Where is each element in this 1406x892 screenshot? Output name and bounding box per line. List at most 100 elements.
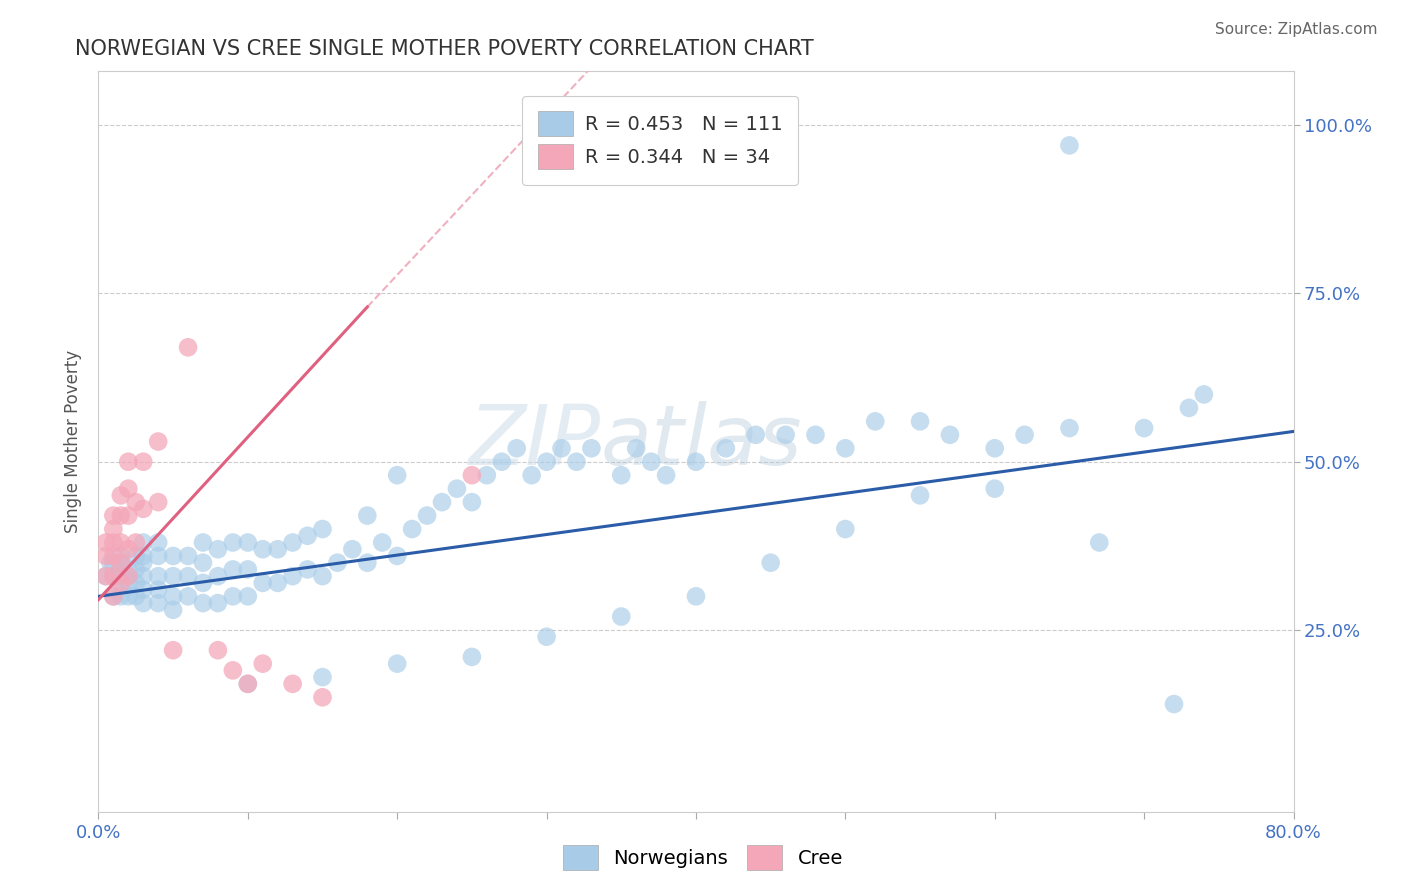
Point	[125, 562, 148, 576]
Point	[536, 455, 558, 469]
Point	[236, 590, 259, 604]
Point	[148, 549, 170, 563]
Point	[297, 562, 319, 576]
Point	[581, 442, 603, 456]
Point	[281, 677, 304, 691]
Point	[191, 575, 214, 590]
Point	[685, 590, 707, 604]
Point	[908, 414, 931, 428]
Point	[162, 590, 184, 604]
Point	[222, 562, 245, 576]
Point	[1133, 421, 1156, 435]
Point	[1192, 387, 1215, 401]
Point	[132, 455, 155, 469]
Legend: Norwegians, Cree: Norwegians, Cree	[555, 838, 851, 878]
Point	[110, 575, 132, 590]
Point	[759, 556, 782, 570]
Point	[191, 596, 214, 610]
Point	[834, 522, 856, 536]
Point	[162, 549, 184, 563]
Point	[655, 468, 678, 483]
Text: atlas: atlas	[600, 401, 801, 482]
Point	[222, 590, 245, 604]
Point	[416, 508, 439, 523]
Point	[148, 569, 170, 583]
Point	[191, 535, 214, 549]
Point	[94, 569, 117, 583]
Point	[117, 562, 139, 576]
Point	[461, 495, 484, 509]
Point	[236, 677, 259, 691]
Point	[148, 495, 170, 509]
Point	[804, 427, 827, 442]
Point	[385, 657, 409, 671]
Point	[117, 569, 139, 583]
Point	[252, 575, 274, 590]
Point	[311, 522, 333, 536]
Point	[371, 535, 394, 549]
Point	[342, 542, 364, 557]
Point	[177, 340, 200, 354]
Point	[110, 575, 132, 590]
Point	[685, 455, 707, 469]
Point	[311, 569, 333, 583]
Point	[117, 482, 139, 496]
Point	[110, 488, 132, 502]
Point	[103, 590, 125, 604]
Point	[110, 556, 132, 570]
Point	[475, 468, 498, 483]
Legend: R = 0.453   N = 111, R = 0.344   N = 34: R = 0.453 N = 111, R = 0.344 N = 34	[523, 95, 797, 185]
Point	[506, 442, 529, 456]
Point	[191, 556, 214, 570]
Point	[984, 442, 1007, 456]
Point	[132, 569, 155, 583]
Point	[401, 522, 423, 536]
Point	[1178, 401, 1201, 415]
Point	[385, 468, 409, 483]
Point	[125, 495, 148, 509]
Point	[252, 542, 274, 557]
Point	[125, 535, 148, 549]
Point	[117, 590, 139, 604]
Point	[565, 455, 588, 469]
Point	[117, 542, 139, 557]
Point	[1163, 697, 1185, 711]
Point	[281, 569, 304, 583]
Point	[148, 434, 170, 449]
Point	[110, 569, 132, 583]
Point	[297, 529, 319, 543]
Point	[94, 535, 117, 549]
Point	[117, 575, 139, 590]
Point	[520, 468, 543, 483]
Point	[207, 596, 229, 610]
Point	[311, 690, 333, 705]
Point	[222, 535, 245, 549]
Point	[834, 442, 856, 456]
Point	[311, 670, 333, 684]
Point	[110, 549, 132, 563]
Point	[177, 569, 200, 583]
Point	[1059, 138, 1081, 153]
Point	[1059, 421, 1081, 435]
Point	[236, 535, 259, 549]
Point	[94, 569, 117, 583]
Point	[610, 468, 633, 483]
Point	[162, 603, 184, 617]
Point	[775, 427, 797, 442]
Point	[103, 590, 125, 604]
Point	[236, 677, 259, 691]
Point	[103, 549, 125, 563]
Point	[148, 596, 170, 610]
Point	[356, 508, 378, 523]
Y-axis label: Single Mother Poverty: Single Mother Poverty	[65, 350, 83, 533]
Point	[908, 488, 931, 502]
Point	[132, 501, 155, 516]
Point	[162, 643, 184, 657]
Point	[326, 556, 349, 570]
Point	[132, 535, 155, 549]
Point	[222, 664, 245, 678]
Point	[94, 549, 117, 563]
Point	[148, 535, 170, 549]
Point	[207, 643, 229, 657]
Point	[745, 427, 768, 442]
